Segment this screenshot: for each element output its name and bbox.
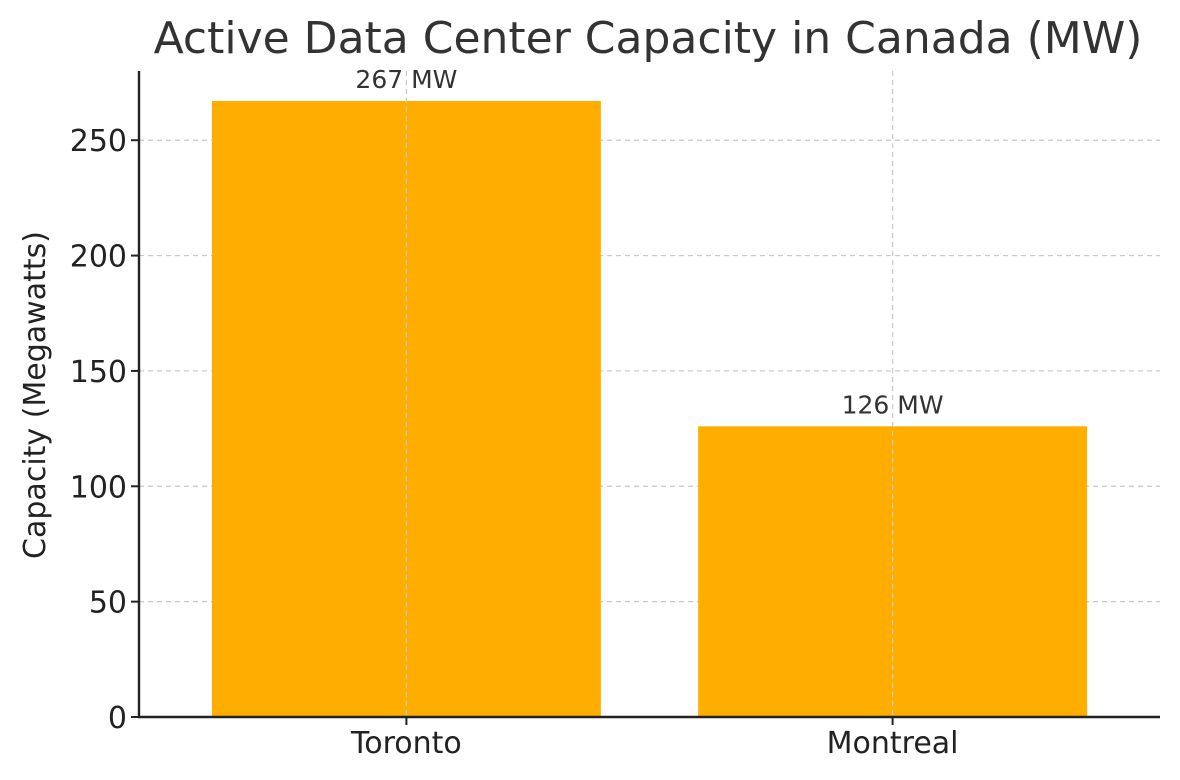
data-labels: 267 MW 126 MW <box>355 65 943 419</box>
y-tick-label: 200 <box>70 240 127 275</box>
data-label-montreal: 126 MW <box>842 390 944 419</box>
data-label-toronto: 267 MW <box>355 65 457 94</box>
x-tick-label-montreal: Montreal <box>827 726 959 761</box>
ticks: 0 50 100 150 200 250 Toronto Montreal <box>70 124 959 761</box>
y-tick-label: 150 <box>70 355 127 390</box>
x-tick-label-toronto: Toronto <box>350 726 462 761</box>
chart-title: Active Data Center Capacity in Canada (M… <box>154 13 1143 64</box>
y-tick-label: 0 <box>108 701 127 736</box>
y-tick-label: 100 <box>70 470 127 505</box>
y-tick-label: 250 <box>70 124 127 159</box>
axes <box>137 71 1160 719</box>
bars <box>211 100 1088 717</box>
y-axis-label: Capacity (Megawatts) <box>18 231 53 559</box>
y-tick-label: 50 <box>89 586 127 621</box>
